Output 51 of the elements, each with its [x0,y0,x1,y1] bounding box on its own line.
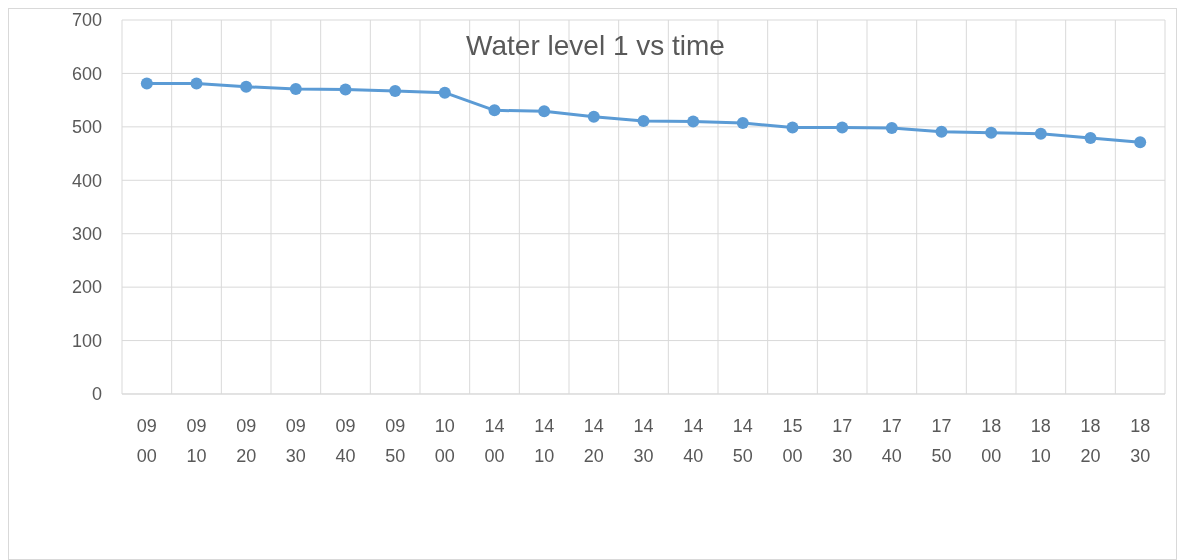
point [488,104,501,117]
chart-title: Water level 1 vs time [466,30,725,61]
x-tick-label: 18 20 [1080,416,1101,466]
point [1084,132,1097,145]
point [389,85,402,98]
point [985,126,998,139]
x-tick-label: 09 40 [335,416,356,466]
x-tick-label: 18 30 [1130,416,1151,466]
point [1134,136,1147,149]
point [786,121,799,134]
y-tick-label: 0 [91,384,102,405]
x-tick-label: 17 40 [881,416,902,466]
x-tick-label: 14 50 [732,416,753,466]
x-tick-label: 14 10 [534,416,555,466]
x-tick-label: 14 40 [683,416,704,466]
point [339,83,352,96]
x-tick-label: 09 10 [186,416,207,466]
x-tick-label: 17 50 [931,416,952,466]
x-tick-label: 17 30 [832,416,853,466]
y-tick-label: 100 [71,330,102,351]
point [637,114,650,127]
point [935,125,948,138]
point [1034,127,1047,140]
x-tick-label: 15 00 [782,416,803,466]
x-tick-label: 18 10 [1030,416,1051,466]
point [587,110,600,123]
x-tick-label: 14 00 [484,416,505,466]
point [736,117,749,130]
x-tick-label: 10 00 [434,416,455,466]
point [538,105,551,118]
x-tick-label: 14 30 [633,416,654,466]
point [140,77,153,90]
y-tick-label: 600 [71,63,102,84]
x-tick-label: 09 20 [236,416,257,466]
point [240,80,253,93]
point [289,82,302,95]
x-tick-label: 09 00 [136,416,157,466]
y-tick-label: 700 [71,10,102,31]
x-tick-label: 09 50 [385,416,406,466]
x-tick-label: 09 30 [285,416,306,466]
point [438,86,451,99]
point [687,115,700,128]
point [836,121,849,134]
point [885,121,898,134]
y-tick-label: 300 [71,224,102,245]
y-tick-label: 200 [71,277,102,298]
y-tick-label: 400 [71,170,102,191]
y-tick-label: 500 [71,117,102,138]
x-tick-label: 14 20 [583,416,604,466]
x-tick-label: 18 00 [981,416,1002,466]
point [190,77,203,90]
